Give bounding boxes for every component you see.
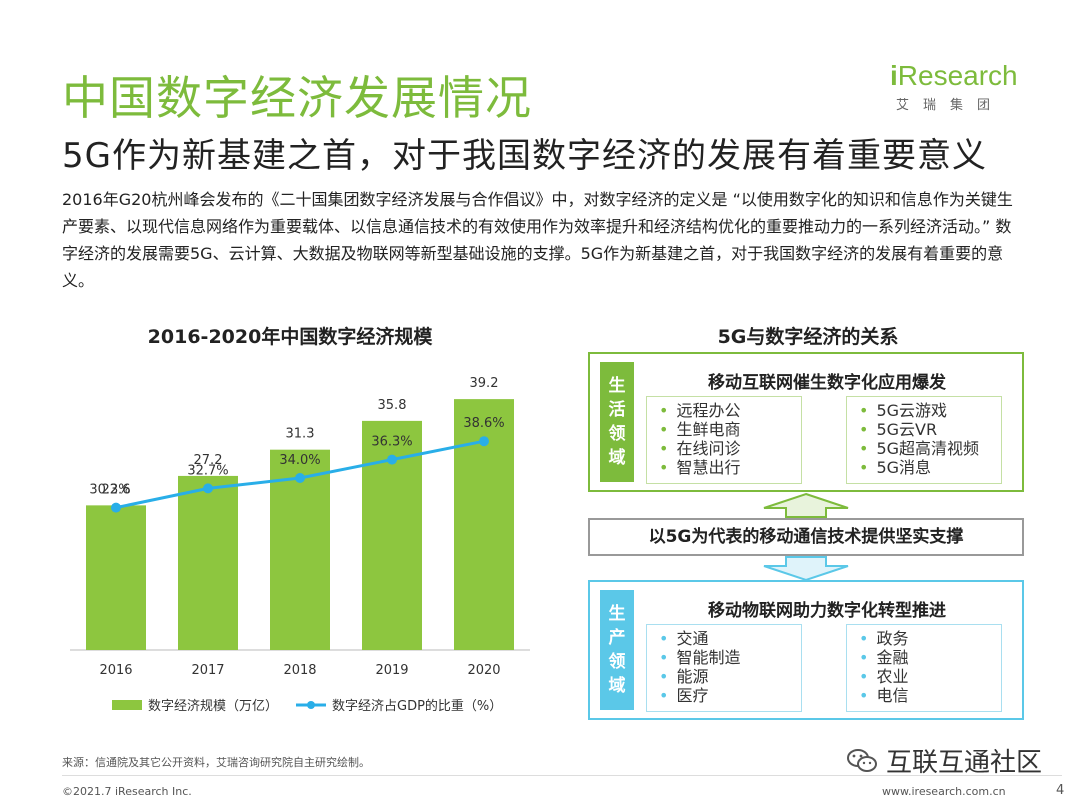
gdp-label-2019: 36.3% (371, 435, 412, 450)
x-tick-2020: 2020 (467, 663, 500, 678)
support-bar: 以5G为代表的移动通信技术提供坚实支撑 (588, 518, 1024, 556)
production-domain-heading: 移动物联网助力数字化转型推进 (708, 601, 946, 621)
bar-label-2017: 27.2 (194, 453, 223, 468)
list-item: 智慧出行 (659, 458, 801, 477)
logo-subtext: 艾瑞集团 (896, 98, 1005, 113)
bar-label-2016: 22.6 (102, 482, 131, 497)
watermark-text: 互联互通社区 (886, 748, 1043, 778)
legend-line-label: 数字经济占GDP的比重（%） (332, 698, 502, 714)
list-item: 金融 (859, 648, 1001, 667)
gdp-label-2018: 34.0% (279, 453, 320, 468)
production-list-right: 政务 金融 农业 电信 (846, 624, 1002, 712)
bar-label-2019: 35.8 (378, 398, 407, 413)
website[interactable]: www.iresearch.com.cn (882, 785, 1006, 798)
list-item: 远程办公 (659, 401, 801, 420)
x-tick-2017: 2017 (191, 663, 224, 678)
side-char: 生 (608, 604, 626, 624)
side-char: 域 (608, 448, 626, 468)
list-item: 在线问诊 (659, 439, 801, 458)
bar-2018 (270, 449, 330, 650)
list-item: 电信 (859, 686, 1001, 705)
chart-title: 2016-2020年中国数字经济规模 (147, 326, 433, 348)
gdp-point-2019 (387, 454, 397, 465)
life-domain-label: 生 活 领 域 (600, 362, 634, 482)
page-title: 中国数字经济发展情况 (62, 71, 532, 125)
gdp-label-2017: 32.7% (187, 463, 228, 478)
gdp-point-2018 (295, 473, 305, 483)
list-item: 智能制造 (659, 648, 801, 667)
gdp-point-2017 (203, 483, 213, 494)
side-char: 领 (608, 652, 626, 672)
relation-title: 5G与数字经济的关系 (717, 326, 899, 348)
x-tick-2019: 2019 (375, 663, 408, 678)
logo-i: i (890, 60, 898, 91)
digital-economy-chart: 22.6 2016 27.2 2017 31.3 2018 35.8 2019 39.2 2020… (70, 376, 530, 714)
list-item: 5G超高清视频 (859, 439, 1001, 458)
production-domain-panel: 生 产 领 域 移动物联网助力数字化转型推进 交通 智能制造 能源 医疗 政务 … (588, 580, 1024, 720)
list-item: 能源 (659, 667, 801, 686)
bar-label-2018: 31.3 (286, 427, 315, 442)
x-tick-2018: 2018 (283, 663, 316, 678)
list-item: 生鲜电商 (659, 420, 801, 439)
copyright: ©2021.7 iResearch Inc. (62, 785, 192, 798)
side-char: 生 (608, 376, 626, 396)
gdp-label-2016: 30.3% (89, 483, 130, 498)
bar-label-2020: 39.2 (470, 376, 499, 391)
production-list-left: 交通 智能制造 能源 医疗 (646, 624, 802, 712)
wechat-icon (847, 748, 877, 772)
life-list-left: 远程办公 生鲜电商 在线问诊 智慧出行 (646, 396, 802, 484)
page-subtitle: 5G作为新基建之首，对于我国数字经济的发展有着重要意义 (62, 136, 987, 176)
side-char: 域 (608, 676, 626, 696)
gdp-label-2020: 38.6% (463, 416, 504, 431)
bar-2017 (178, 475, 238, 650)
up-arrow-icon (763, 492, 849, 518)
list-item: 5G云VR (859, 420, 1001, 439)
production-domain-label: 生 产 领 域 (600, 590, 634, 710)
life-list-right: 5G云游戏 5G云VR 5G超高清视频 5G消息 (846, 396, 1002, 484)
intro-paragraph: 2016年G20杭州峰会发布的《二十国集团数字经济发展与合作倡议》中，对数字经济… (62, 190, 1013, 290)
list-item: 5G消息 (859, 458, 1001, 477)
list-item: 政务 (859, 629, 1001, 648)
side-char: 领 (608, 424, 626, 444)
gdp-point-2016 (111, 502, 121, 513)
page-number: 4 (1056, 783, 1065, 798)
footer-divider (62, 775, 1062, 776)
gdp-point-2020 (479, 436, 489, 447)
logo-text: Research (897, 60, 1018, 91)
list-item: 农业 (859, 667, 1001, 686)
legend-bar-swatch (112, 700, 142, 710)
list-item: 5G云游戏 (859, 401, 1001, 420)
bar-2016 (86, 505, 146, 650)
side-char: 活 (608, 400, 626, 420)
side-char: 产 (608, 628, 626, 648)
list-item: 医疗 (659, 686, 801, 705)
watermark: 互联互通社区 (846, 742, 1042, 779)
legend-bar-label: 数字经济规模（万亿） (148, 699, 278, 714)
source-note: 来源：信通院及其它公开资料，艾瑞咨询研究院自主研究绘制。 (62, 756, 370, 769)
x-tick-2016: 2016 (99, 663, 132, 678)
list-item: 交通 (659, 629, 801, 648)
iresearch-logo: iResearch 艾瑞集团 (890, 60, 1040, 130)
legend-line-marker (307, 701, 315, 709)
life-domain-panel: 生 活 领 域 移动互联网催生数字化应用爆发 远程办公 生鲜电商 在线问诊 智慧… (588, 352, 1024, 492)
down-arrow-icon (763, 556, 849, 582)
life-domain-heading: 移动互联网催生数字化应用爆发 (708, 373, 946, 393)
